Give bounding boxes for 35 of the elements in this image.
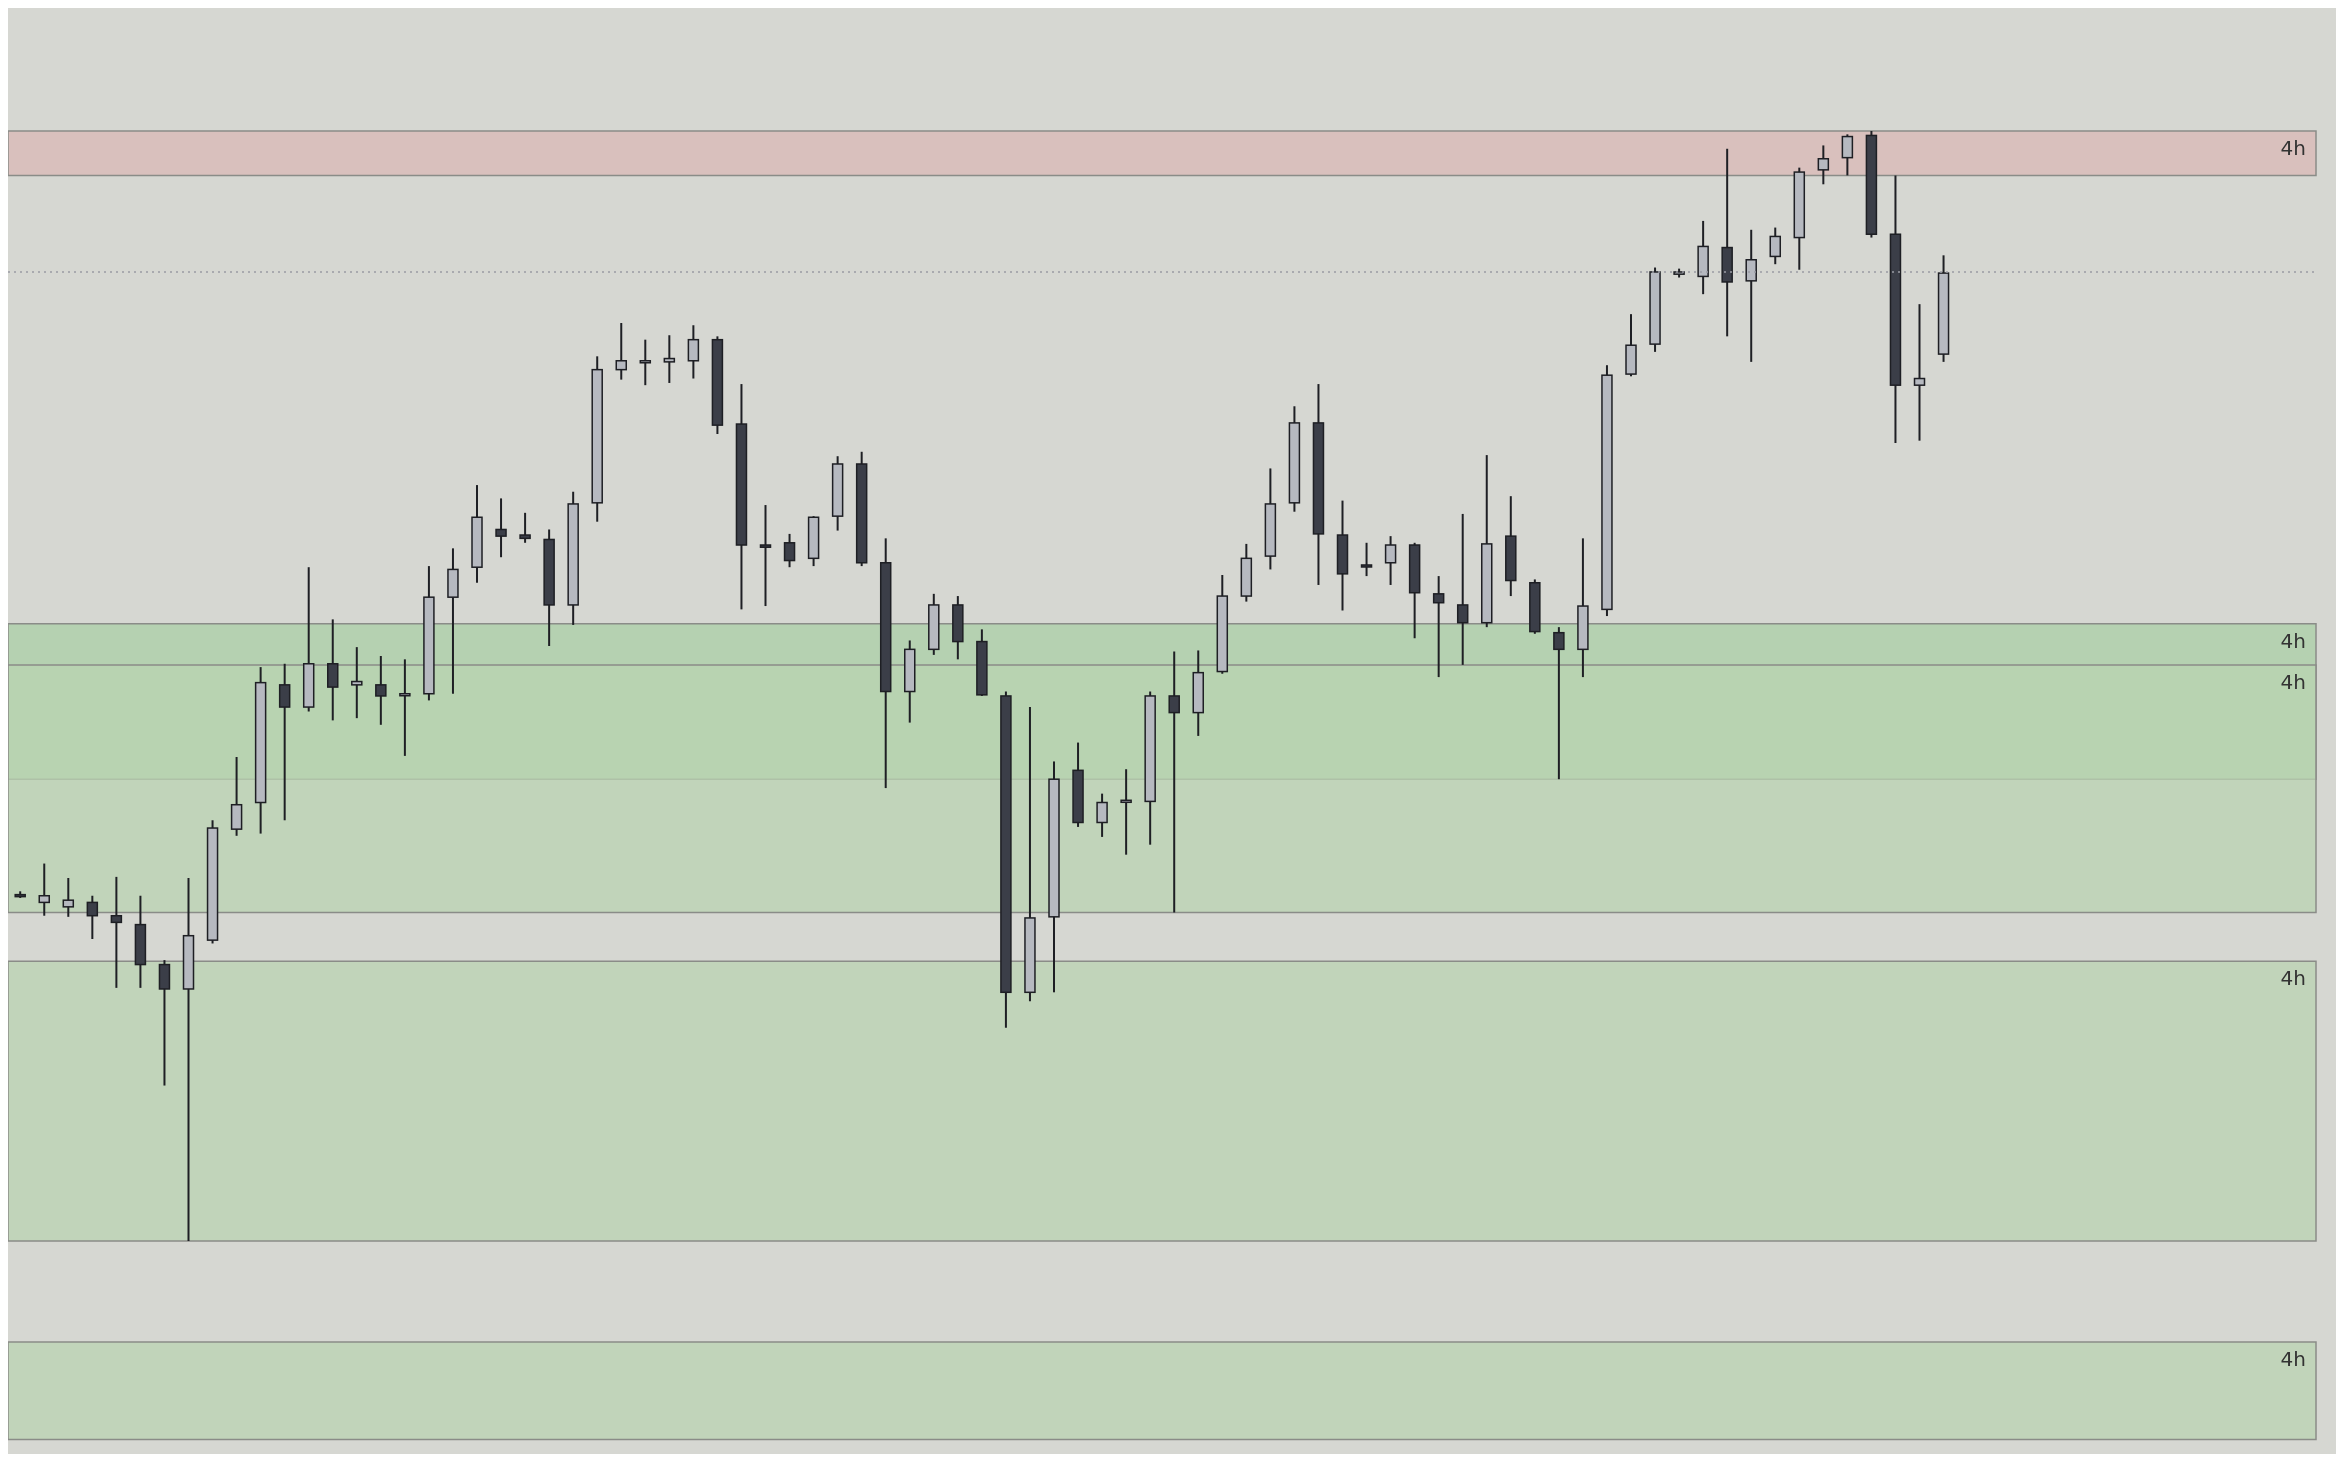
candlestick	[519, 511, 531, 544]
candlestick	[1745, 228, 1757, 363]
candlestick	[1456, 512, 1469, 666]
candlestick	[327, 618, 339, 722]
candlestick	[495, 497, 507, 559]
candlestick	[1913, 303, 1926, 442]
band-label: 4h	[2280, 136, 2306, 161]
band-label: 4h	[2280, 1347, 2306, 1372]
candlestick	[759, 504, 772, 608]
candlestick	[615, 322, 627, 381]
band-label: 4h	[2280, 966, 2306, 991]
candlestick	[375, 655, 387, 726]
band-label: 4h	[2280, 629, 2306, 654]
candlestick	[687, 324, 700, 380]
candlestick	[86, 894, 99, 941]
candlestick	[1168, 650, 1180, 914]
candlestick	[1120, 768, 1132, 856]
candlestick	[639, 338, 652, 387]
candlestick	[351, 646, 363, 720]
candlestick	[783, 532, 796, 569]
candlestick	[1384, 535, 1397, 586]
candlestick	[1817, 144, 1830, 186]
band-label: 4h	[2280, 670, 2306, 695]
candlestick	[399, 658, 411, 757]
candlestick	[1096, 792, 1108, 838]
candlestick	[1841, 133, 1854, 177]
candlestick	[38, 862, 50, 917]
candlestick	[62, 876, 75, 918]
candlestick	[1432, 575, 1445, 679]
candlestick	[1769, 226, 1781, 266]
candlestick	[1553, 626, 1565, 781]
candlestick	[663, 334, 676, 384]
candlestick	[110, 875, 123, 989]
candlestick	[278, 662, 291, 822]
candlestick	[1360, 541, 1373, 578]
